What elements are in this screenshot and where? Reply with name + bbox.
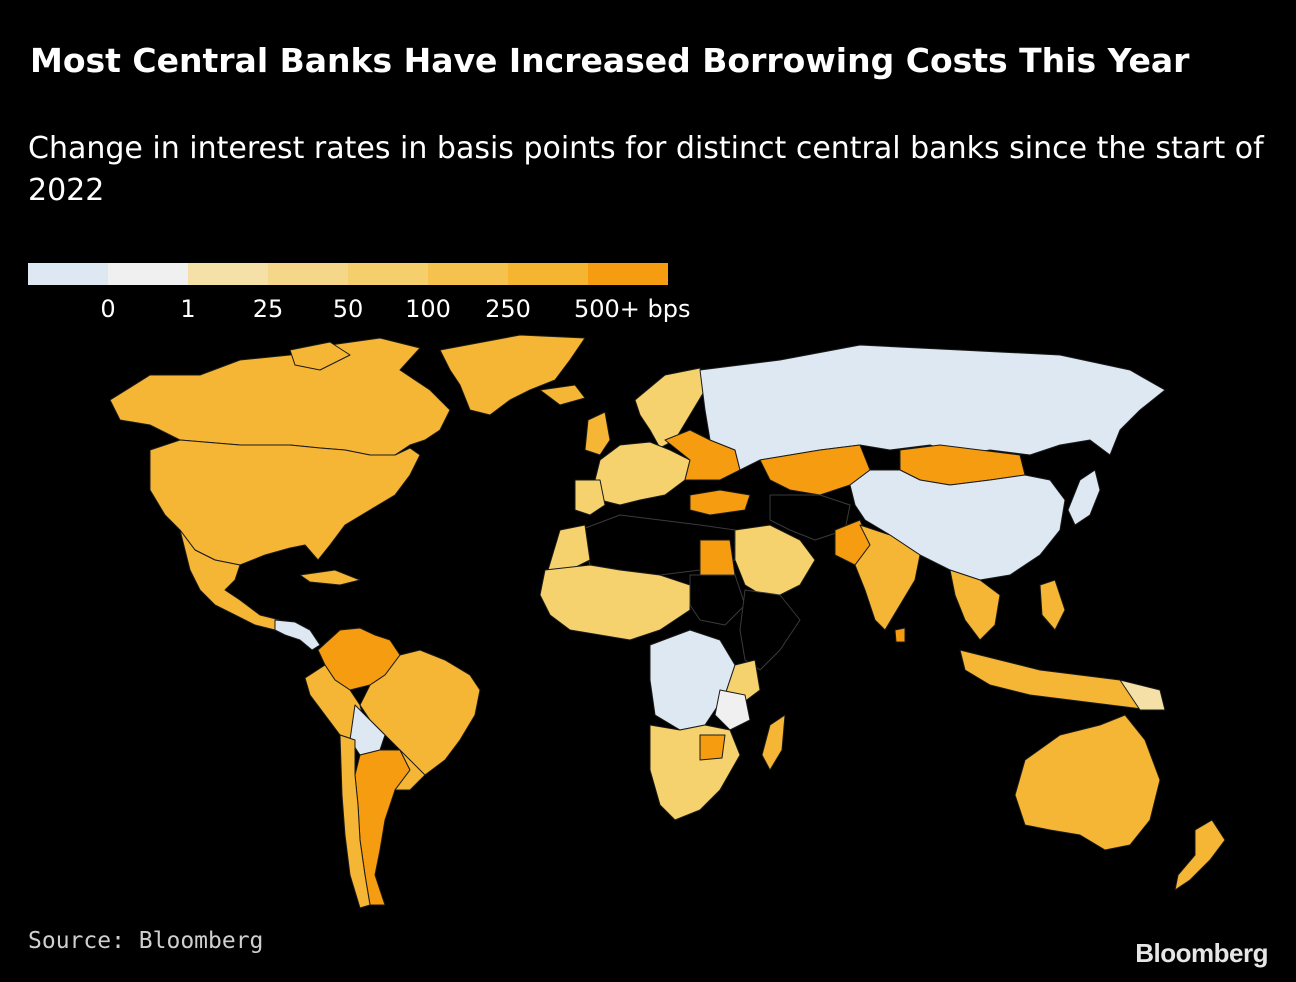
region-caribbean — [299, 569, 361, 586]
legend-color-bar — [28, 263, 668, 285]
region-australia — [1014, 714, 1161, 851]
chart-title: Most Central Banks Have Increased Borrow… — [30, 41, 1190, 80]
chart-subtitle: Change in interest rates in basis points… — [28, 131, 1264, 208]
region-horn-africa — [739, 589, 801, 671]
region-turkey — [689, 489, 751, 516]
region-egypt — [699, 539, 736, 576]
legend-swatch-50 — [348, 263, 428, 285]
region-greenland — [439, 334, 586, 416]
region-indonesia — [959, 649, 1161, 711]
region-western-europe — [594, 441, 691, 506]
region-papua — [1119, 679, 1166, 711]
region-canada-alaska — [109, 337, 451, 456]
legend-label-250: 250 — [485, 295, 531, 323]
region-iceland — [539, 384, 586, 406]
region-middle-east — [734, 524, 816, 601]
legend-label-25: 25 — [252, 295, 284, 323]
legend-swatch-100 — [428, 263, 508, 285]
color-legend: 0 1 25 50 100 250 500+ bps — [28, 263, 708, 333]
region-brazil — [359, 649, 481, 776]
region-southeast-asia — [949, 569, 1001, 641]
legend-swatch-negative — [28, 263, 108, 285]
region-chile — [339, 734, 371, 909]
legend-swatch-250 — [508, 263, 588, 285]
region-philippines — [1039, 579, 1066, 631]
region-eastern-europe — [664, 429, 741, 481]
legend-swatch-0 — [108, 263, 188, 285]
region-southern-africa — [649, 724, 741, 821]
region-india — [854, 524, 921, 631]
region-sudan — [689, 574, 746, 626]
legend-label-0: 0 — [100, 295, 116, 323]
region-morocco — [547, 524, 591, 571]
region-russia — [699, 344, 1166, 471]
region-japan — [1067, 469, 1101, 526]
region-zimbabwe — [699, 734, 726, 761]
bloomberg-logo: Bloomberg — [1135, 938, 1268, 968]
region-central-africa — [649, 629, 736, 731]
source-note: Source: Bloomberg — [28, 928, 264, 954]
world-choropleth-map — [109, 334, 1226, 909]
region-iran — [769, 494, 851, 541]
region-central-america — [274, 619, 321, 651]
legend-label-500-plus: 500+ bps — [574, 295, 691, 323]
region-madagascar — [761, 714, 786, 771]
region-new-zealand — [1174, 819, 1226, 891]
legend-swatch-25 — [268, 263, 348, 285]
legend-label-100: 100 — [405, 295, 451, 323]
legend-swatch-500 — [588, 263, 668, 285]
region-west-africa — [539, 564, 691, 641]
region-arctic-islands — [289, 341, 351, 371]
legend-label-50: 50 — [332, 295, 364, 323]
region-iberia — [574, 479, 606, 516]
region-scandinavia — [634, 367, 706, 449]
region-mexico — [179, 529, 281, 631]
legend-label-1: 1 — [180, 295, 196, 323]
region-tanzania — [714, 689, 751, 731]
region-uruguay — [394, 749, 426, 791]
legend-swatch-1 — [188, 263, 268, 285]
region-sri-lanka — [894, 627, 906, 643]
region-uk — [584, 411, 611, 456]
